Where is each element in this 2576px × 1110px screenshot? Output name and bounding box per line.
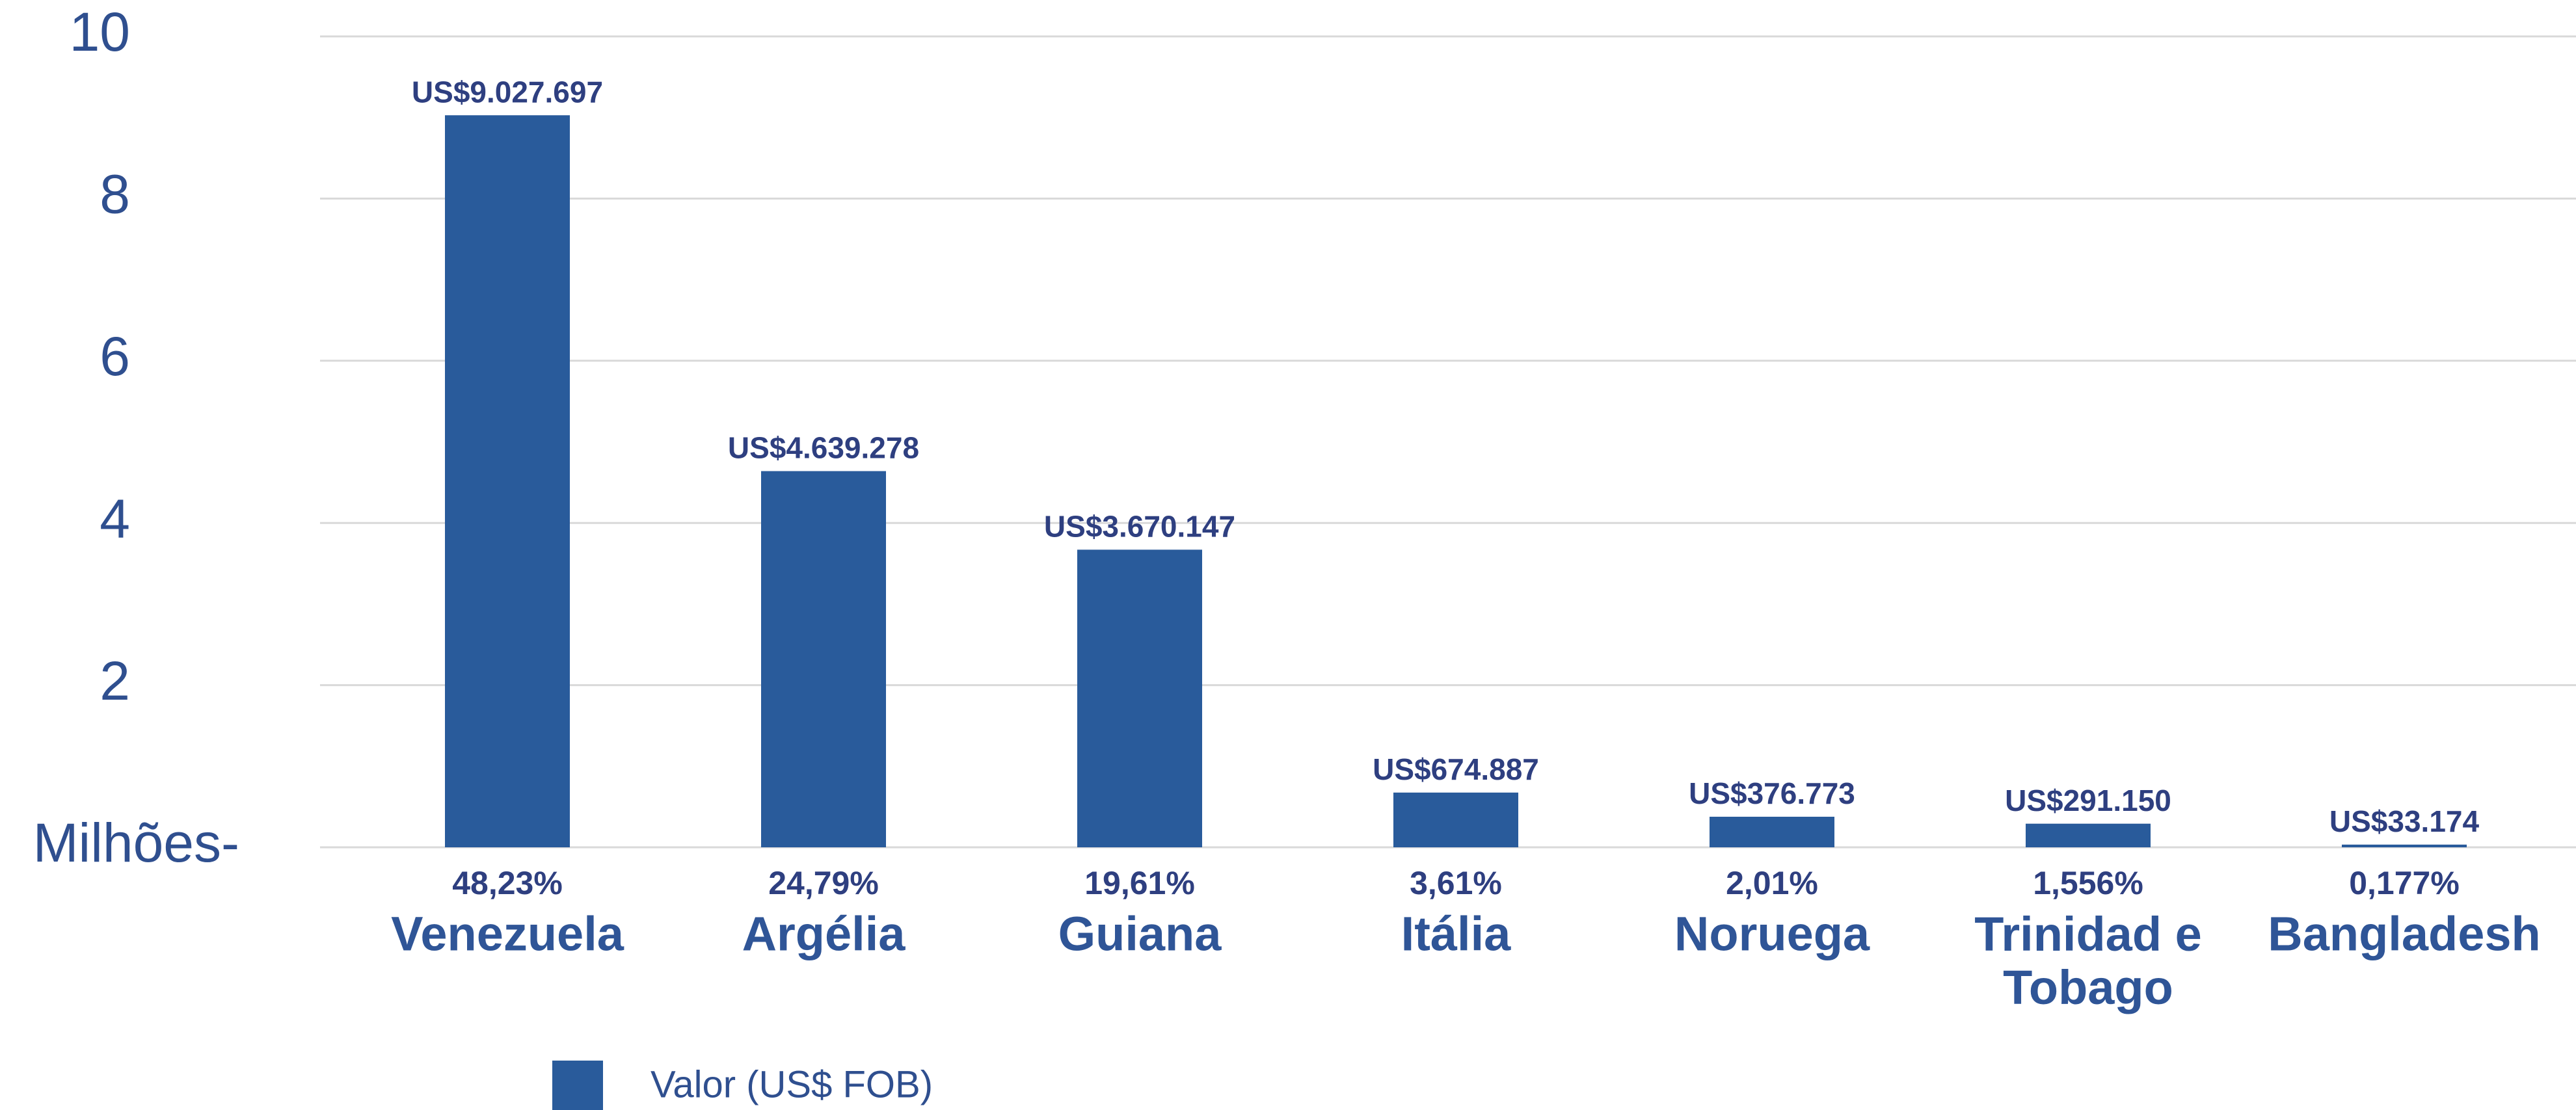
- share-label: 1,556%: [2033, 865, 2143, 901]
- value-label: US$376.773: [1689, 776, 1855, 810]
- x-tick-label: Trinidad e Tobago: [1974, 907, 2202, 1014]
- y-tick-label: 2: [100, 650, 130, 711]
- bar: [2026, 823, 2151, 847]
- y-tick-label: 4: [100, 488, 130, 549]
- bar: [2342, 844, 2467, 847]
- value-label: US$674.887: [1373, 752, 1539, 786]
- value-label: US$9.027.697: [412, 75, 603, 109]
- legend-swatch: [552, 1061, 603, 1110]
- x-tick-label: Bangladesh: [2268, 907, 2540, 961]
- y-tick-label: 8: [100, 164, 130, 225]
- y-tick-label: 6: [100, 326, 130, 387]
- x-tick-label: Itália: [1401, 907, 1511, 961]
- value-label: US$33.174: [2329, 804, 2480, 838]
- bar: [1710, 817, 1834, 847]
- x-tick-label: Venezuela: [391, 907, 624, 961]
- legend-label: Valor (US$ FOB): [651, 1063, 933, 1105]
- y-tick-label: 10: [70, 1, 130, 62]
- value-label: US$3.670.147: [1044, 509, 1235, 543]
- bar: [1077, 549, 1202, 847]
- value-label: US$291.150: [2005, 784, 2171, 817]
- share-label: 3,61%: [1410, 865, 1502, 901]
- x-tick-label: Argélia: [742, 907, 906, 961]
- share-label: 2,01%: [1726, 865, 1818, 901]
- share-label: 0,177%: [2349, 865, 2460, 901]
- x-tick-label: Noruega: [1674, 907, 1870, 961]
- share-label: 48,23%: [452, 865, 563, 901]
- value-label: US$4.639.278: [728, 431, 919, 465]
- bar: [445, 115, 570, 847]
- bar: [761, 471, 886, 847]
- bar: [1393, 792, 1518, 847]
- y-tick-label: Milhões-: [33, 812, 239, 873]
- share-label: 24,79%: [768, 865, 879, 901]
- x-tick-label: Guiana: [1058, 907, 1222, 961]
- share-label: 19,61%: [1084, 865, 1195, 901]
